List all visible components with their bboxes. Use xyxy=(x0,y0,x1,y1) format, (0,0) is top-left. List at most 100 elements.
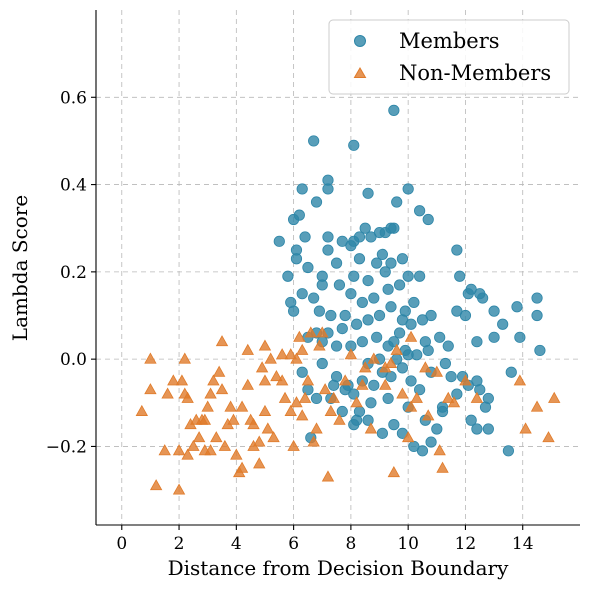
member-point xyxy=(385,257,397,269)
non-member-point xyxy=(167,374,180,386)
member-point xyxy=(454,270,466,282)
non-member-point xyxy=(224,400,237,412)
member-point xyxy=(273,235,285,247)
non-member-point xyxy=(187,439,200,451)
non-member-point xyxy=(379,361,392,373)
member-point xyxy=(531,309,543,322)
non-member-point xyxy=(296,343,309,355)
non-member-point xyxy=(275,374,289,386)
non-member-point xyxy=(350,396,363,408)
member-point xyxy=(488,305,500,317)
member-point xyxy=(296,183,308,195)
member-point xyxy=(345,288,357,300)
non-member-point xyxy=(396,387,409,399)
member-point xyxy=(402,349,414,361)
non-member-point xyxy=(310,422,323,434)
non-member-point xyxy=(404,400,418,412)
x-tick-label: 14 xyxy=(512,534,534,554)
non-member-point xyxy=(258,374,272,386)
x-tick-label: 8 xyxy=(345,534,356,554)
member-point xyxy=(362,187,374,199)
member-point xyxy=(471,336,483,348)
member-point xyxy=(402,183,414,195)
member-point xyxy=(353,405,366,418)
legend-marker-non-members xyxy=(353,67,367,78)
member-point xyxy=(431,423,443,435)
member-point xyxy=(505,366,517,378)
member-point xyxy=(362,314,374,326)
non-member-point xyxy=(410,391,423,403)
member-point xyxy=(353,253,366,265)
non-member-point xyxy=(356,378,369,390)
non-member-point xyxy=(192,431,206,443)
member-point xyxy=(471,423,483,435)
member-point xyxy=(336,323,348,335)
member-point xyxy=(348,270,360,282)
non-member-point xyxy=(204,444,217,456)
member-point xyxy=(293,209,305,221)
ticks-layer: 0 2 4 6 8 10 12 14 −0.2 0.0 0.2 0.4 0.6 xyxy=(46,88,534,554)
non-member-point xyxy=(204,387,217,399)
non-member-point xyxy=(135,404,149,416)
member-point xyxy=(288,305,300,317)
non-member-point xyxy=(241,343,254,355)
non-member-point xyxy=(367,352,380,364)
non-member-point xyxy=(255,361,269,373)
member-point xyxy=(393,327,406,339)
axes-layer xyxy=(95,10,580,526)
member-point xyxy=(339,309,351,322)
member-point xyxy=(368,292,380,304)
member-point xyxy=(465,414,477,426)
non-member-point xyxy=(304,326,317,338)
non-member-point xyxy=(247,417,260,430)
non-member-point xyxy=(470,391,484,403)
member-point xyxy=(436,401,449,413)
member-point xyxy=(373,309,386,322)
non-member-point xyxy=(144,383,157,395)
member-point xyxy=(445,371,457,383)
member-point xyxy=(385,222,397,234)
member-point xyxy=(502,445,515,457)
member-point xyxy=(353,231,366,243)
y-axis-label: Lambda Score xyxy=(8,195,32,341)
non-member-point xyxy=(404,330,418,342)
member-point xyxy=(348,419,360,431)
non-member-point xyxy=(447,396,461,408)
member-point xyxy=(396,253,409,265)
member-point xyxy=(425,436,437,448)
non-member-point xyxy=(359,361,372,373)
non-member-point xyxy=(459,374,472,386)
non-member-point xyxy=(264,352,277,364)
non-member-point xyxy=(327,391,340,403)
member-point xyxy=(290,253,303,265)
member-point xyxy=(371,331,383,343)
x-axis-label: Distance from Decision Boundary xyxy=(168,556,509,580)
non-member-point xyxy=(215,383,229,395)
non-member-point xyxy=(430,365,443,377)
member-point xyxy=(322,183,334,195)
non-member-point xyxy=(198,413,212,425)
non-member-point xyxy=(210,431,223,443)
member-point xyxy=(385,301,397,313)
y-tick-label: 0.2 xyxy=(60,263,87,283)
non-member-point xyxy=(387,466,401,478)
member-point xyxy=(339,384,351,396)
non-member-point xyxy=(181,448,194,460)
member-point xyxy=(396,314,409,326)
non-member-point xyxy=(548,391,561,403)
non-member-point xyxy=(172,444,186,456)
member-point xyxy=(330,340,343,352)
non-member-point xyxy=(278,391,292,403)
x-tick-label: 10 xyxy=(397,534,419,554)
non-member-point xyxy=(321,470,335,482)
member-point xyxy=(322,231,334,243)
member-point xyxy=(514,331,526,343)
non-member-point xyxy=(275,348,289,360)
non-member-point xyxy=(284,404,297,416)
non-member-point xyxy=(338,374,352,386)
non-member-point xyxy=(144,352,157,364)
non-member-point xyxy=(227,413,240,425)
member-point xyxy=(396,362,409,374)
non-member-point xyxy=(313,339,326,351)
